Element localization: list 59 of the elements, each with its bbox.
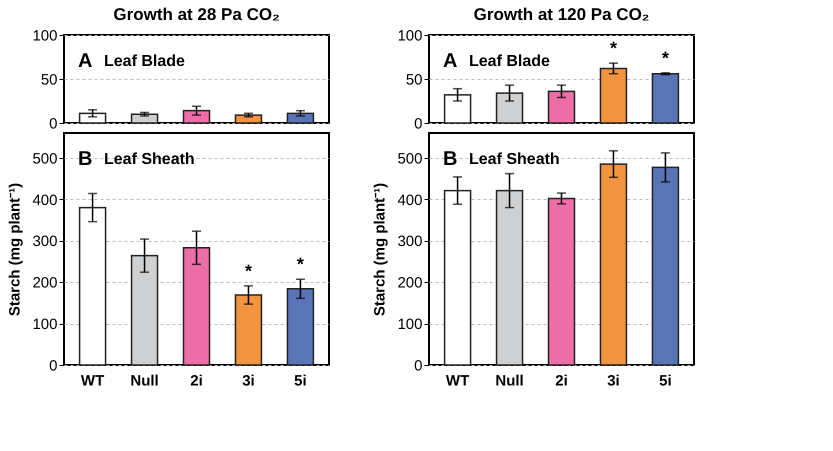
x-tick-label: Null [495, 372, 524, 390]
bar [444, 190, 472, 366]
bar [234, 294, 262, 366]
chart-title: Growth at 120 Pa CO₂ [474, 5, 650, 24]
annotation: B [443, 148, 458, 170]
x-tick-label: 5i [294, 372, 307, 390]
y-tick-label: 300 [397, 233, 422, 250]
bar [600, 68, 628, 124]
bar [130, 254, 158, 366]
y-axis-title: Starch (mg plant⁻¹) [6, 182, 24, 316]
x-tick-label: WT [446, 372, 470, 390]
annotation: A [443, 50, 458, 72]
bar [78, 206, 106, 366]
annotation: * [610, 38, 617, 58]
bar [496, 190, 524, 366]
y-tick-label: 400 [32, 192, 58, 209]
x-tick-label: 2i [190, 372, 203, 390]
annotation: Leaf Blade [104, 53, 186, 70]
annotation: Leaf Blade [469, 53, 550, 70]
y-tick-label: 400 [397, 192, 422, 209]
y-tick-label: 200 [32, 274, 58, 292]
bar [444, 94, 472, 124]
bar [496, 92, 524, 124]
x-tick-label: 3i [607, 372, 620, 390]
y-tick-label: 500 [32, 150, 58, 168]
y-tick-label: 200 [397, 274, 422, 292]
bar [182, 247, 210, 366]
y-tick-label: 0 [414, 116, 422, 132]
chart-title: Growth at 28 Pa CO₂ [113, 5, 280, 24]
y-tick-label: 0 [414, 358, 422, 374]
bar [548, 90, 576, 124]
bar [652, 166, 680, 366]
y-tick-label: 100 [32, 28, 58, 44]
y-tick-label: 100 [397, 28, 422, 44]
bar [600, 163, 628, 366]
y-tick-label: 100 [397, 316, 422, 334]
annotation: Leaf Sheath [104, 151, 195, 168]
x-tick-label: 5i [659, 372, 672, 390]
y-axis-title: Starch (mg plant⁻¹) [371, 182, 388, 316]
annotation: A [78, 50, 92, 72]
x-tick-label: WT [80, 372, 104, 390]
y-tick-label: 100 [32, 316, 58, 334]
annotation: * [244, 260, 252, 281]
annotation: B [78, 148, 92, 170]
annotation: Leaf Sheath [469, 151, 560, 168]
bar [548, 198, 576, 366]
y-tick-label: 50 [40, 72, 58, 88]
annotation: * [662, 48, 669, 68]
x-tick-label: 2i [555, 372, 568, 390]
annotation: * [296, 254, 304, 274]
y-tick-label: 0 [49, 116, 58, 132]
bar [652, 72, 680, 124]
y-tick-label: 500 [397, 150, 422, 168]
y-tick-label: 0 [49, 358, 58, 374]
x-tick-label: Null [130, 372, 159, 390]
bar [286, 288, 314, 366]
y-tick-label: 300 [32, 233, 58, 250]
y-tick-label: 50 [406, 72, 422, 88]
x-tick-label: 3i [242, 372, 255, 390]
